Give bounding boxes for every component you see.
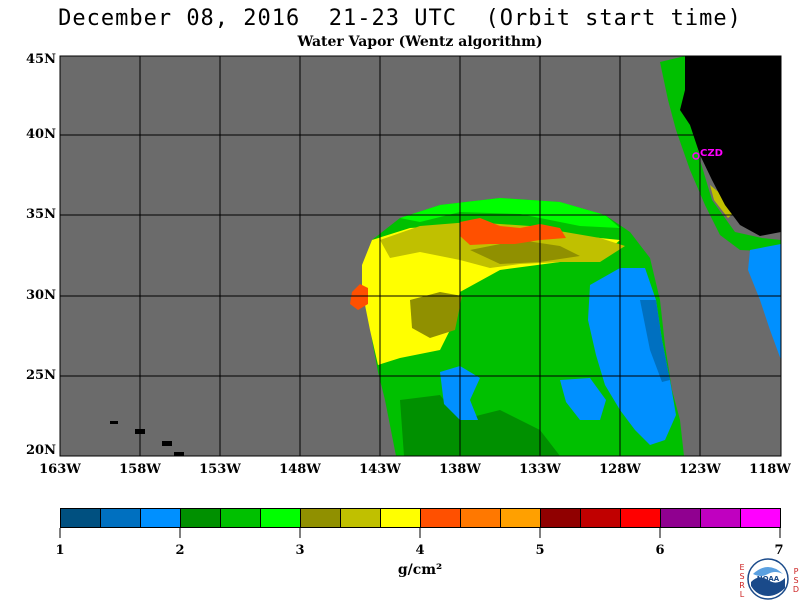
coastal-green-strip [660, 56, 781, 252]
swath-olive-region [410, 292, 462, 338]
esrl-letter-r: R [739, 581, 745, 590]
island-3 [162, 441, 172, 446]
colorbar-segment [581, 509, 621, 527]
colorbar-segment [501, 509, 541, 527]
map-frame [59, 55, 782, 457]
map-subtitle: Water Vapor (Wentz algorithm) [297, 34, 543, 50]
colorbar-label-2: 2 [175, 543, 185, 558]
colorbar-segment [741, 509, 780, 527]
colorbar-segment [461, 509, 501, 527]
swath-darkblue-region-east [640, 300, 670, 382]
island-1 [110, 421, 118, 424]
coastal-blue-region [748, 244, 781, 360]
colorbar [60, 508, 781, 528]
lat-label-35n: 35N [26, 207, 56, 222]
colorbar-label-1: 1 [55, 543, 65, 558]
lon-label-158w: 158W [119, 462, 161, 477]
swath-bright-green-region [400, 198, 620, 228]
colorbar-label-5: 5 [535, 543, 545, 558]
lon-label-148w: 148W [279, 462, 321, 477]
lon-label-123w: 123W [679, 462, 721, 477]
lon-label-153w: 153W [199, 462, 241, 477]
noaa-logo: NOAA [747, 558, 789, 600]
island-4 [174, 452, 184, 456]
swath-olive-region-north [470, 240, 580, 264]
colorbar-segment [61, 509, 101, 527]
lat-label-45n: 45N [26, 52, 56, 67]
colorbar-segment [541, 509, 581, 527]
lon-label-163w: 163W [39, 462, 81, 477]
station-label: CZD [700, 148, 723, 159]
colorbar-segment [341, 509, 381, 527]
colorbar-segment [141, 509, 181, 527]
esrl-letter-s: S [739, 572, 745, 581]
land-mass [680, 56, 781, 236]
colorbar-segment [421, 509, 461, 527]
colorbar-label-6: 6 [655, 543, 665, 558]
colorbar-segment [181, 509, 221, 527]
station-marker [692, 152, 700, 160]
colorbar-segment [621, 509, 661, 527]
lon-label-133w: 133W [519, 462, 561, 477]
esrl-letter-e: E [739, 563, 745, 572]
lon-label-138w: 138W [439, 462, 481, 477]
colorbar-segment [301, 509, 341, 527]
psd-letters: P S D [792, 567, 800, 594]
colorbar-segment [261, 509, 301, 527]
lat-label-40n: 40N [26, 127, 56, 142]
colorbar-label-3: 3 [295, 543, 305, 558]
colorbar-segment [661, 509, 701, 527]
colorbar-segment [221, 509, 261, 527]
colorbar-segment [701, 509, 741, 527]
map-title: December 08, 2016 21-23 UTC (Orbit start… [58, 6, 742, 31]
lat-label-25n: 25N [26, 368, 56, 383]
colorbar-segment [381, 509, 421, 527]
lat-label-20n: 20N [26, 443, 56, 458]
colorbar-segment [101, 509, 141, 527]
lon-label-118w: 118W [749, 462, 791, 477]
lon-label-128w: 128W [599, 462, 641, 477]
noaa-logo-text: NOAA [757, 575, 780, 583]
colorbar-units: g/cm² [397, 562, 443, 578]
swath-blue-region-east-south [560, 378, 606, 420]
psd-letter-s: S [793, 576, 799, 585]
esrl-letters: E S R L [738, 563, 746, 599]
colorbar-label-7: 7 [774, 543, 784, 558]
psd-letter-p: P [793, 567, 799, 576]
lon-label-143w: 143W [359, 462, 401, 477]
swath-dark-green-region [400, 395, 560, 456]
lat-label-30n: 30N [26, 288, 56, 303]
swath-orange-region-west [350, 284, 368, 310]
esrl-letter-l: L [739, 590, 745, 599]
colorbar-label-4: 4 [415, 543, 425, 558]
psd-letter-d: D [792, 585, 800, 594]
grid-lines [60, 56, 781, 456]
